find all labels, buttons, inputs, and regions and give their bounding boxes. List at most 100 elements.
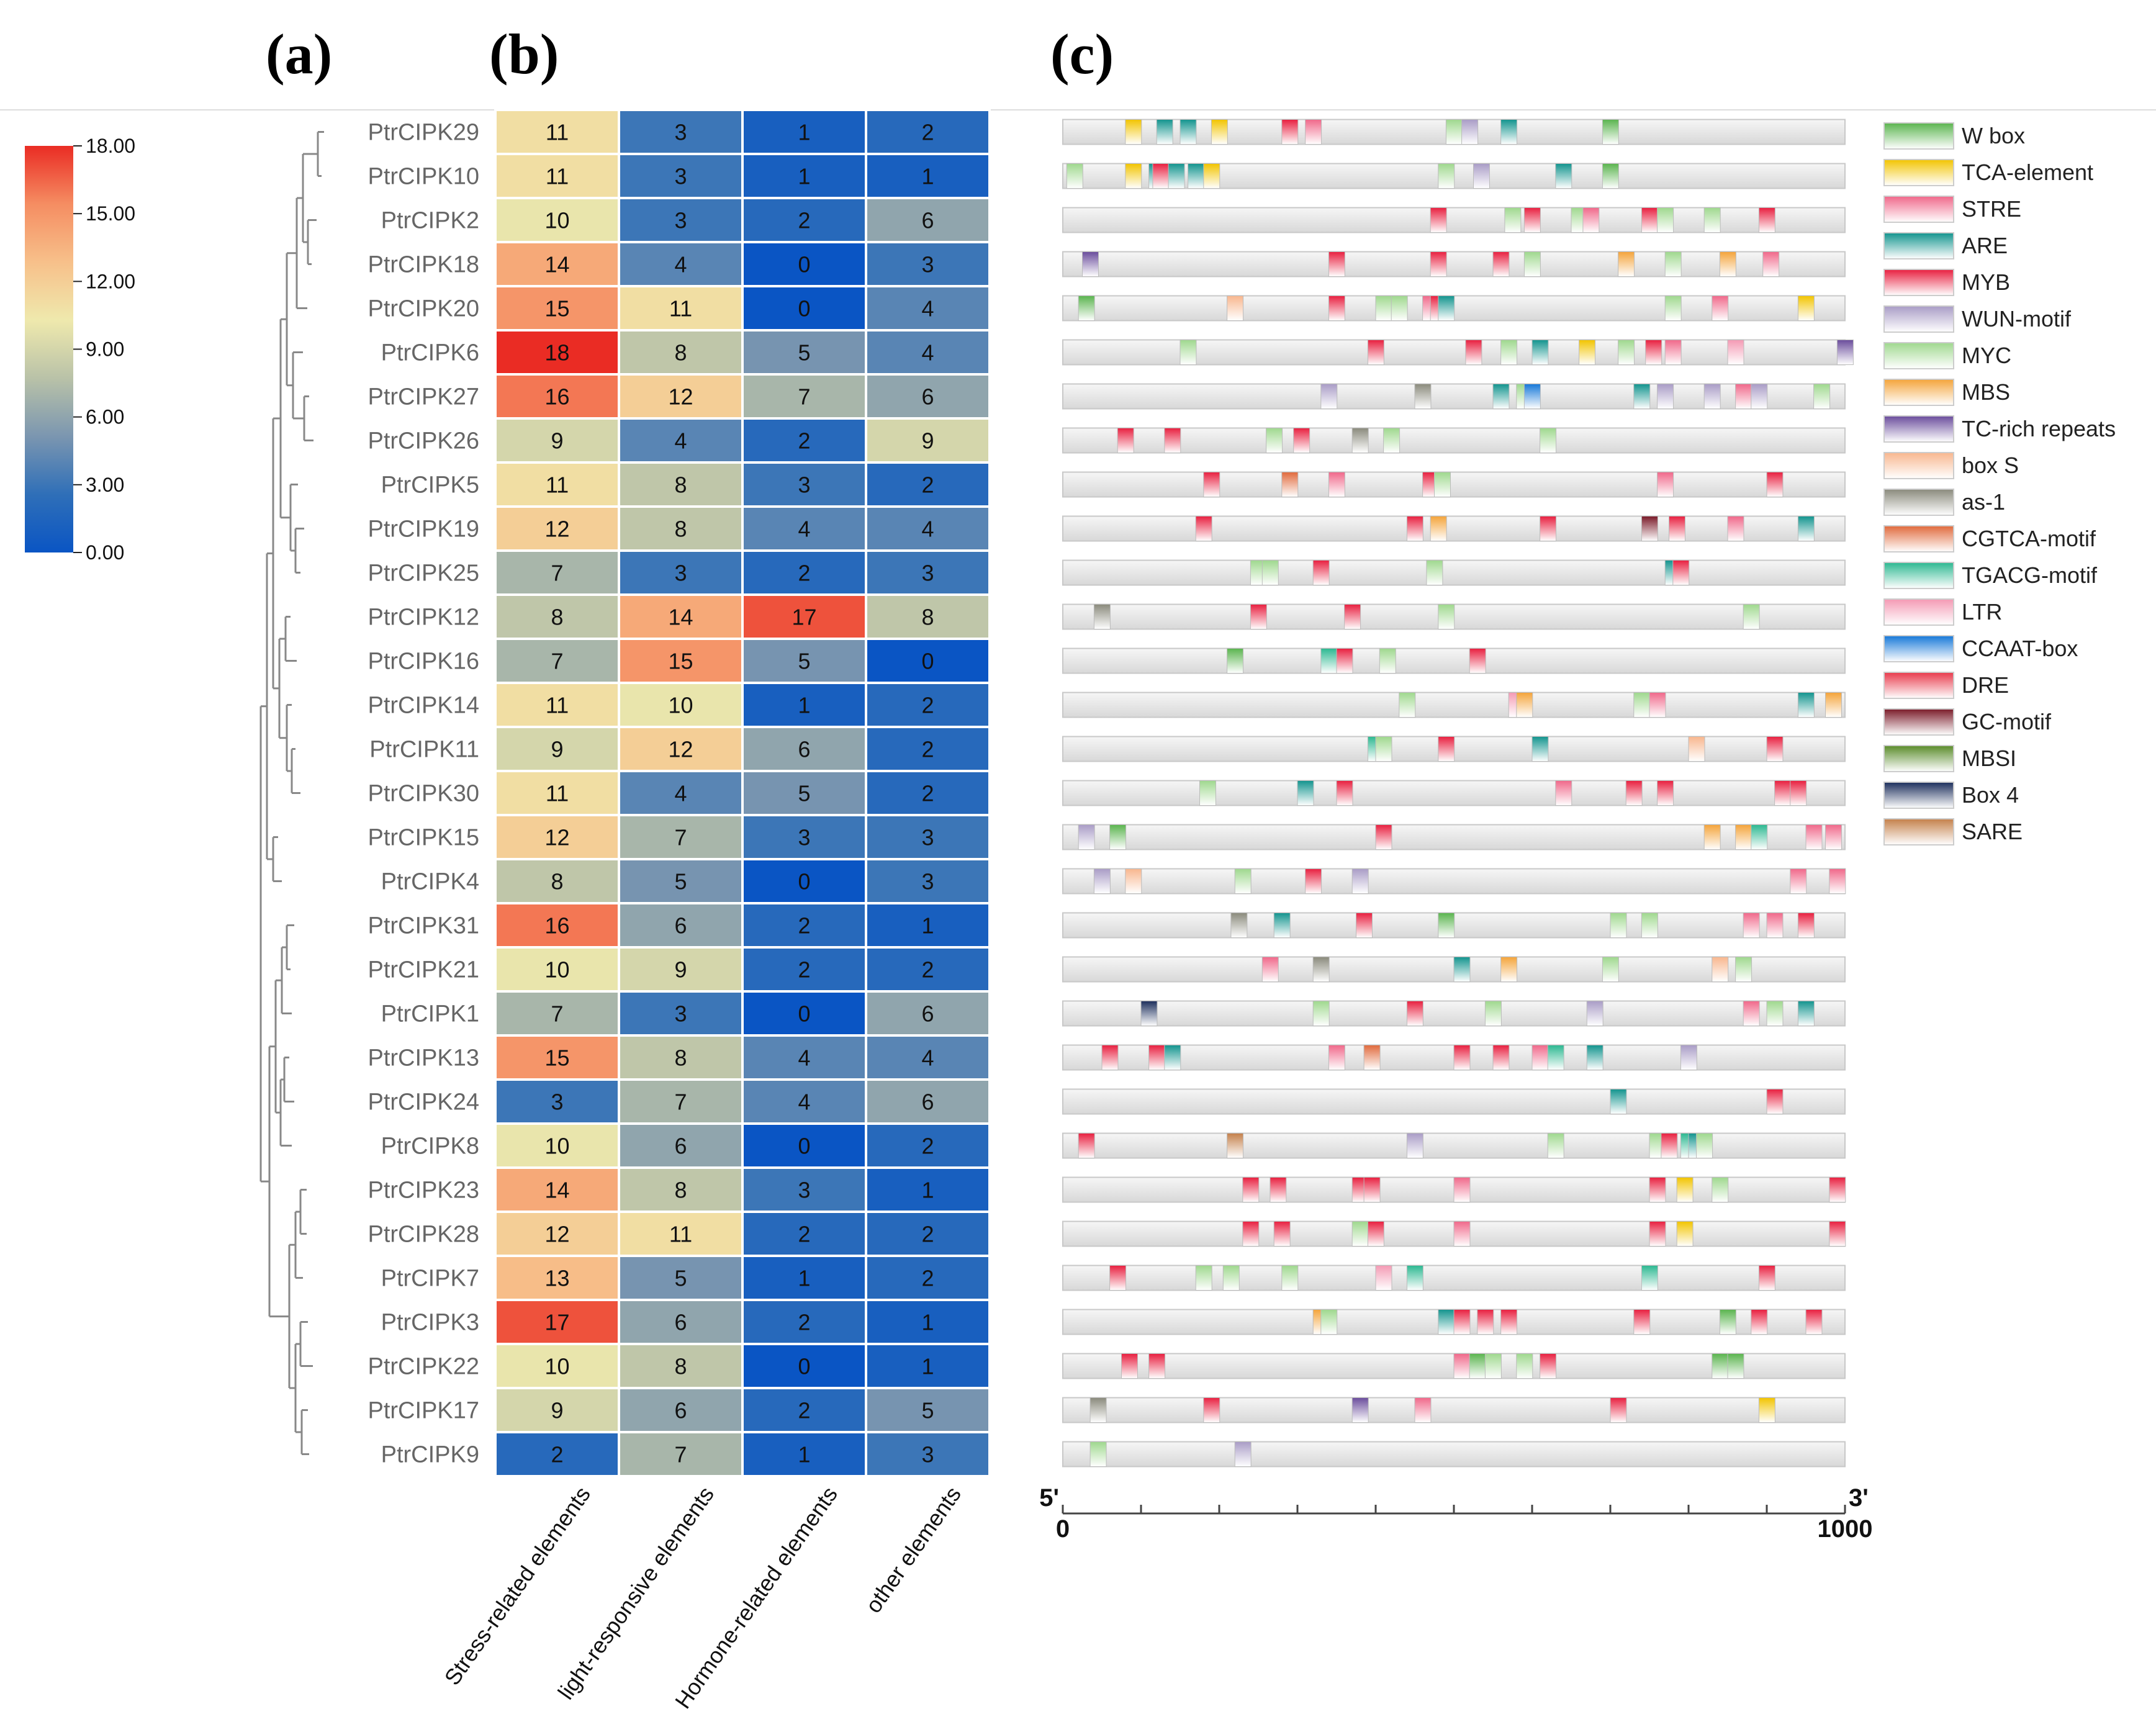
cis-element-marker [1797, 516, 1815, 541]
heatmap-cell-value: 11 [546, 164, 569, 189]
cis-element-marker [1805, 824, 1823, 850]
cis-element-marker [1273, 913, 1291, 938]
cis-element-marker [1727, 1353, 1744, 1379]
heatmap-cell-value: 1 [921, 1178, 934, 1203]
heatmap-cell-value: 0 [798, 1134, 810, 1159]
cis-element-marker [1453, 1309, 1471, 1335]
gene-label: PtrCIPK19 [368, 516, 479, 543]
cis-element-marker [1602, 163, 1619, 189]
cis-element-marker [1328, 251, 1345, 277]
legend-label: GC-motif [1962, 709, 2052, 734]
heatmap-cell-value: 18 [544, 340, 569, 366]
cis-element-marker [1829, 868, 1846, 894]
cis-element-marker [1367, 340, 1384, 365]
gene-label: PtrCIPK18 [368, 252, 479, 278]
heatmap-cell-value: 4 [921, 340, 934, 366]
heatmap-cell [494, 902, 620, 949]
heatmap-cell-value: 8 [674, 1354, 687, 1379]
cis-element-marker [1270, 1177, 1287, 1202]
heatmap-cell-value: 1 [921, 1354, 934, 1379]
heatmap-cell [865, 770, 991, 816]
color-scale-tick-label: 0.00 [86, 541, 124, 564]
legend-swatch [1883, 415, 1954, 443]
color-scale-tick-label: 3.00 [86, 474, 124, 496]
gene-label: PtrCIPK31 [368, 913, 479, 939]
cis-element-marker [1438, 736, 1455, 762]
heatmap-cell [741, 1122, 867, 1169]
legend-swatch [1883, 269, 1954, 296]
legend-swatch [1883, 489, 1954, 516]
cis-element-marker [1500, 1309, 1518, 1335]
cis-element-marker [1363, 1045, 1381, 1070]
cis-element-marker [1320, 384, 1338, 409]
cis-element-marker [1516, 692, 1533, 718]
cis-element-marker [1281, 119, 1299, 145]
cis-element-marker [1164, 1045, 1181, 1070]
heatmap: 11 3 1 211 3 1 110 3 2 614 4 0 315 11 0 418 8 5 416 12 7 69 4 2… [494, 109, 991, 1477]
heatmap-cell [618, 1122, 744, 1169]
cis-element-marker [1813, 384, 1831, 409]
heatmap-cell [865, 1299, 991, 1345]
cis-element-marker [1492, 384, 1510, 409]
heatmap-cell [865, 814, 991, 860]
heatmap-cell [618, 1211, 744, 1257]
heatmap-cell-value: 8 [674, 1045, 687, 1071]
heatmap-cell-value: 0 [798, 869, 810, 895]
heatmap-cell-value: 8 [674, 472, 687, 498]
promoter-track [1062, 207, 1846, 233]
heatmap-cell-value: 4 [798, 516, 810, 542]
promoter-track [1062, 383, 1846, 410]
cis-element-marker [1399, 692, 1416, 718]
cis-element-marker [1582, 207, 1600, 233]
cis-element-marker [1351, 1221, 1369, 1247]
heatmap-cell-value: 2 [798, 1398, 810, 1423]
heatmap-cell-value: 3 [921, 1442, 934, 1468]
heatmap-cell-value: 7 [674, 825, 687, 850]
cis-element-marker [1696, 1133, 1713, 1158]
promoter-track [1062, 824, 1846, 850]
cis-element-marker [1477, 1309, 1494, 1335]
cis-element-marker [1688, 736, 1705, 762]
heatmap-cell-value: 3 [921, 825, 934, 850]
cis-element-marker [1602, 119, 1619, 145]
cis-element-marker [1610, 1089, 1627, 1114]
color-scale-tick-label: 18.00 [86, 135, 135, 157]
cis-element-marker [1484, 1001, 1502, 1026]
cis-element-marker [1082, 251, 1099, 277]
heatmap-cell-value: 4 [921, 1045, 934, 1071]
cis-element-marker [1610, 1397, 1627, 1423]
cis-element-marker [1140, 1001, 1158, 1026]
heatmap-cell-value: 12 [544, 1222, 569, 1247]
heatmap-cell-value: 7 [674, 1442, 687, 1468]
heatmap-cell-value: 17 [544, 1310, 569, 1335]
cis-element-marker [1676, 1221, 1694, 1247]
cis-element-marker [1766, 736, 1784, 762]
legend-swatch [1883, 122, 1954, 150]
heatmap-cell [741, 197, 867, 243]
cis-element-marker [1618, 340, 1635, 365]
heatmap-cell-value: 10 [544, 957, 569, 983]
gene-label: PtrCIPK16 [368, 649, 479, 675]
heatmap-cell [865, 593, 991, 640]
heatmap-cell [494, 858, 620, 904]
heatmap-cell [865, 241, 991, 287]
cis-element-marker [1762, 251, 1780, 277]
legend-label: TCA-element [1962, 160, 2093, 185]
cis-element-marker [1547, 1045, 1564, 1070]
legend-label: MYC [1962, 343, 2011, 368]
cis-element-marker [1125, 119, 1142, 145]
heatmap-cell-value: 15 [544, 296, 569, 322]
gene-label: PtrCIPK15 [368, 825, 479, 851]
heatmap-cell-value: 8 [674, 340, 687, 366]
gene-label: PtrCIPK24 [368, 1089, 479, 1116]
cis-element-marker [1305, 119, 1322, 145]
heatmap-cell-value: 2 [921, 120, 934, 145]
cis-element-marker [1101, 1045, 1119, 1070]
cis-element-marker [1222, 1265, 1240, 1291]
legend-swatch [1883, 562, 1954, 589]
cis-element-marker [1712, 1177, 1729, 1202]
heatmap-cell-value: 7 [798, 384, 810, 410]
gene-label: PtrCIPK28 [368, 1222, 479, 1248]
cis-element-marker [1473, 163, 1490, 189]
cis-element-marker [1555, 780, 1572, 806]
